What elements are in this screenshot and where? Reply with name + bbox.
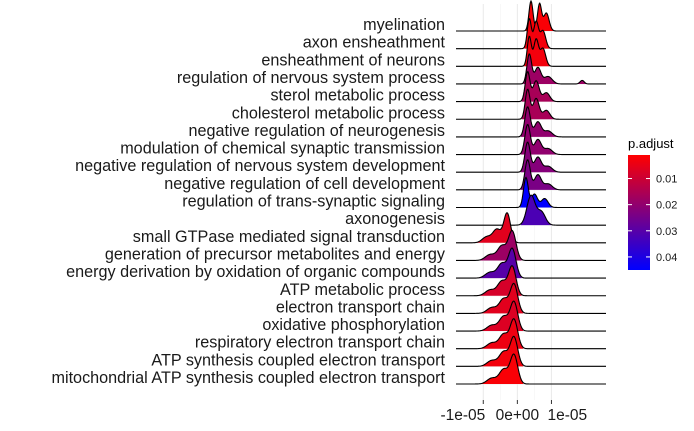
ridge-row <box>456 106 606 138</box>
category-label: cholesterol metabolic process <box>232 104 445 122</box>
ridge-fill <box>479 354 524 384</box>
ridge-outline <box>456 353 606 385</box>
ridge-row <box>456 194 606 226</box>
ridge-outline <box>456 229 606 261</box>
ridge-outline <box>456 300 606 332</box>
ridge-row <box>456 123 606 156</box>
ridge-outline <box>456 282 606 314</box>
legend-tick-label: 0.03 <box>656 226 677 238</box>
ridge-outline <box>456 212 606 244</box>
ridge-fill <box>523 53 589 84</box>
category-label: generation of precursor metabolites and … <box>105 245 446 263</box>
legend-colorbar <box>628 155 650 270</box>
ridge-row <box>456 0 606 32</box>
ridge-outline <box>456 88 606 120</box>
category-label: sterol metabolic process <box>270 87 445 105</box>
category-label: ensheathment of neurons <box>261 51 445 69</box>
ridge-outline <box>456 335 606 367</box>
ridge-outline <box>456 247 606 279</box>
category-label: small GTPase mediated signal transductio… <box>133 228 445 246</box>
ridge-outline <box>456 318 606 350</box>
ridge-fill <box>520 142 559 173</box>
ridge-outline <box>456 70 606 103</box>
ridge-fill <box>525 1 554 31</box>
legend-tick-label: 0.02 <box>656 200 677 212</box>
category-label: modulation of chemical synaptic transmis… <box>120 140 445 158</box>
ridge-fill <box>520 106 559 137</box>
x-tick-label: -1e-05 <box>440 407 485 424</box>
ridge-layer <box>456 0 606 385</box>
category-label: mitochondrial ATP synthesis coupled elec… <box>51 369 445 387</box>
ridge-row <box>456 353 606 385</box>
ridge-row <box>456 212 606 244</box>
category-label: regulation of trans-synaptic signaling <box>182 193 445 211</box>
category-label: myelination <box>363 16 445 34</box>
legend-title: p.adjust <box>628 136 674 151</box>
ridge-fill <box>520 159 559 190</box>
ridge-row <box>456 88 606 120</box>
category-label: negative regulation of neurogenesis <box>189 122 446 140</box>
category-label: axon ensheathment <box>303 34 446 52</box>
ridge-row <box>456 141 606 173</box>
ridge-fill <box>475 212 516 243</box>
ridge-outline <box>456 159 606 191</box>
legend-tick-label: 0.04 <box>656 252 677 264</box>
ridge-outline <box>456 194 606 226</box>
category-label: electron transport chain <box>276 298 445 316</box>
category-label: regulation of nervous system process <box>177 69 445 87</box>
ridge-outline <box>456 0 606 32</box>
legend-tick-label: 0.01 <box>656 174 677 186</box>
ridge-outline <box>456 265 606 297</box>
ridge-outline <box>456 123 606 156</box>
category-label: oxidative phosphorylation <box>262 316 445 334</box>
ridge-row <box>456 70 606 103</box>
ridge-outline <box>456 141 606 173</box>
ridge-row <box>456 159 606 191</box>
x-tick-label: 0e+00 <box>496 407 540 424</box>
category-label: respiratory electron transport chain <box>195 334 445 352</box>
category-label: energy derivation by oxidation of organi… <box>66 263 445 281</box>
category-label: axonogenesis <box>345 210 445 228</box>
legend: p.adjust 0.01 0.02 0.03 0.04 <box>628 136 677 270</box>
ridge-fill <box>520 124 559 155</box>
x-tick-label: 1e-05 <box>547 407 587 424</box>
category-label: negative regulation of nervous system de… <box>75 157 445 175</box>
category-label: ATP synthesis coupled electron transport <box>151 351 445 369</box>
ridge-outline <box>456 106 606 138</box>
ridge-outline <box>456 35 606 67</box>
x-axis: -1e-05 0e+00 1e-05 <box>440 400 587 424</box>
ridge-outline <box>456 17 606 50</box>
category-label: negative regulation of cell development <box>164 175 445 193</box>
category-label: ATP metabolic process <box>280 281 445 299</box>
ridge-row <box>456 53 606 85</box>
ridge-outline <box>456 53 606 85</box>
